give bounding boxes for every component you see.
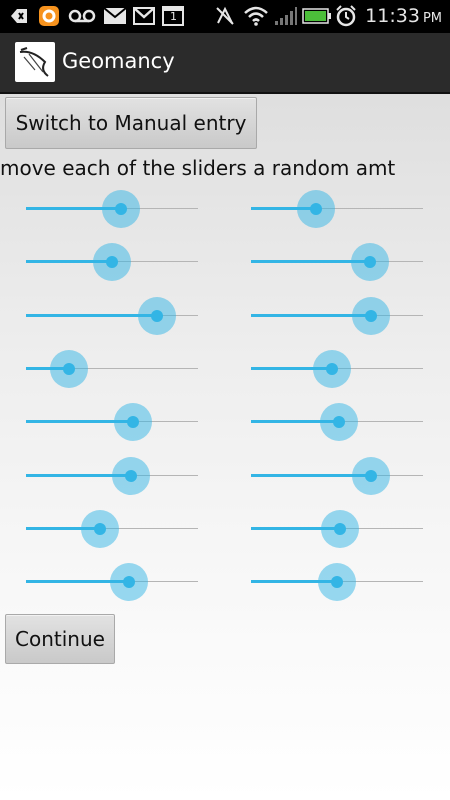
slider-track-fill [251,420,339,423]
slider-right-2[interactable] [251,242,423,282]
slider-track-fill [26,420,133,423]
slider-left-7[interactable] [26,509,198,549]
gmail-icon [132,5,156,27]
slider-track-fill [251,367,332,370]
slider-thumb[interactable] [50,350,88,388]
slider-thumb[interactable] [321,510,359,548]
slider-thumb[interactable] [102,190,140,228]
clock-ampm: PM [422,11,442,26]
battery-icon [302,5,332,27]
status-clock: 11:33 PM [365,4,442,28]
slider-track-fill [26,474,131,477]
slider-left-3[interactable] [26,296,198,336]
slider-left-8[interactable] [26,562,198,602]
calendar-icon: 1 [161,5,185,27]
slider-thumb[interactable] [81,510,119,548]
slider-track-fill [251,474,371,477]
switch-to-manual-entry-button[interactable]: Switch to Manual entry [5,97,257,149]
continue-button[interactable]: Continue [5,614,115,664]
slider-right-8[interactable] [251,562,423,602]
slider-thumb[interactable] [110,563,148,601]
slider-track [251,208,423,209]
slider-thumb[interactable] [138,297,176,335]
slider-left-2[interactable] [26,242,198,282]
calendar-day: 1 [170,10,177,23]
slider-right-5[interactable] [251,402,423,442]
slider-track-fill [251,260,370,263]
slider-thumb[interactable] [352,297,390,335]
notification-icon [37,5,61,27]
slider-left-5[interactable] [26,402,198,442]
slider-right-3[interactable] [251,296,423,336]
mail-icon [102,5,128,27]
voicemail-icon [67,5,97,27]
slider-thumb[interactable] [93,243,131,281]
slider-right-4[interactable] [251,349,423,389]
slider-left-1[interactable] [26,189,198,229]
action-bar: Geomancy [0,33,450,94]
slider-track-fill [26,207,121,210]
slider-track-fill [251,207,316,210]
instruction-text: move each of the sliders a random amt [0,156,396,180]
slider-thumb[interactable] [112,457,150,495]
back-icon [8,5,30,27]
slider-track-fill [251,314,371,317]
slider-track-fill [26,367,69,370]
slider-thumb[interactable] [352,457,390,495]
slider-track [26,368,198,369]
slider-track-fill [251,580,337,583]
slider-track-fill [26,580,129,583]
slider-right-1[interactable] [251,189,423,229]
slider-thumb[interactable] [318,563,356,601]
slider-right-7[interactable] [251,509,423,549]
slider-left-4[interactable] [26,349,198,389]
signal-icon [273,5,299,27]
slider-track-fill [251,527,340,530]
wifi-icon [242,5,270,27]
slider-thumb[interactable] [320,403,358,441]
clock-time: 11:33 [365,5,420,27]
slider-track-fill [26,314,157,317]
slider-left-6[interactable] [26,456,198,496]
slider-track-fill [26,527,100,530]
app-title: Geomancy [62,49,175,73]
slider-right-6[interactable] [251,456,423,496]
slider-thumb[interactable] [297,190,335,228]
slider-track-fill [26,260,112,263]
slider-thumb[interactable] [351,243,389,281]
alarm-icon [334,5,358,27]
no-signal-icon [213,5,237,27]
app-logo-icon [15,42,55,82]
status-bar: 1 11:33 PM [0,0,450,33]
slider-thumb[interactable] [313,350,351,388]
slider-thumb[interactable] [114,403,152,441]
